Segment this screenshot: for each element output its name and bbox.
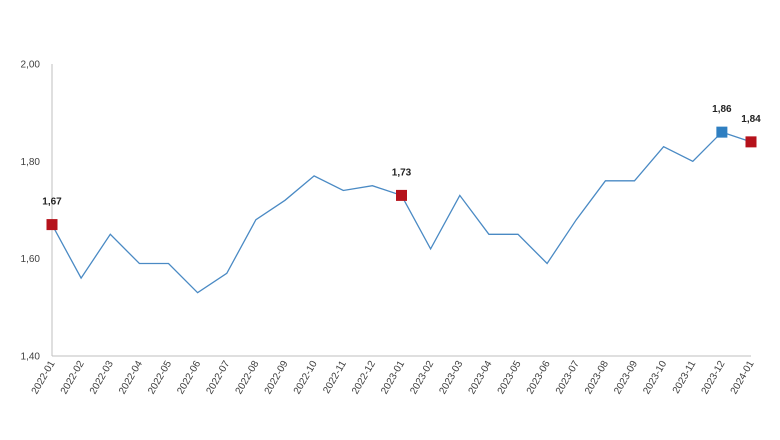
series-line xyxy=(51,131,752,294)
data-label: 1,84 xyxy=(741,114,761,125)
y-tick-label: 1,60 xyxy=(21,254,41,265)
x-tick-label: 2022-10 xyxy=(292,359,320,397)
highlight-marker xyxy=(46,219,58,231)
y-tick-label: 2,00 xyxy=(21,60,41,71)
x-tick-label: 2022-11 xyxy=(321,359,349,396)
x-tick-label: 2023-11 xyxy=(671,359,699,396)
highlight-markers: 1,67 1,73 1,86 1,84 xyxy=(42,104,761,231)
x-tick-label: 2023-12 xyxy=(700,359,728,397)
x-tick-label: 2022-01 xyxy=(30,359,58,397)
highlight-marker xyxy=(396,189,407,201)
x-tick-label: 2023-04 xyxy=(467,359,495,397)
data-label: 1,86 xyxy=(712,104,732,115)
x-tick-label: 2023-06 xyxy=(525,359,553,397)
y-tick-label: 1,40 xyxy=(21,352,41,363)
x-tick-label: 2022-07 xyxy=(204,359,232,397)
y-axis-ticks: 1,40 1,60 1,80 2,00 xyxy=(21,60,41,363)
x-tick-label: 2022-04 xyxy=(117,359,145,397)
x-tick-label: 2023-03 xyxy=(437,359,465,397)
highlight-marker xyxy=(716,126,728,138)
data-label: 1,67 xyxy=(42,197,62,208)
x-tick-label: 2023-07 xyxy=(554,359,582,397)
highlight-marker xyxy=(745,136,757,148)
x-tick-label: 2023-09 xyxy=(612,359,640,397)
x-tick-label: 2023-10 xyxy=(641,359,669,397)
x-tick-label: 2023-02 xyxy=(408,359,436,397)
y-tick-label: 1,80 xyxy=(21,157,41,168)
x-tick-label: 2022-05 xyxy=(146,359,174,397)
data-label: 1,73 xyxy=(392,167,412,178)
x-tick-label: 2022-12 xyxy=(350,359,378,397)
x-tick-label: 2023-05 xyxy=(496,359,524,397)
x-tick-label: 2022-02 xyxy=(59,359,87,397)
x-axis-ticks: 2022-01 2022-02 2022-03 2022-04 2022-05 2022-… xyxy=(30,359,757,397)
x-tick-label: 2023-08 xyxy=(583,359,611,397)
x-tick-label: 2022-08 xyxy=(234,359,262,397)
x-tick-label: 2022-09 xyxy=(263,359,291,397)
x-tick-label: 2024-01 xyxy=(729,359,757,397)
x-tick-label: 2022-03 xyxy=(88,359,116,397)
x-tick-label: 2022-06 xyxy=(175,359,203,397)
x-tick-label: 2023-01 xyxy=(379,359,407,397)
